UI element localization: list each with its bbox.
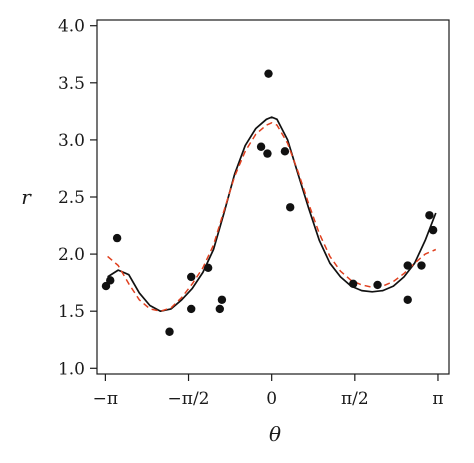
y-tick-label-1: 1.5 bbox=[58, 302, 85, 322]
y-tick-label-0: 1.0 bbox=[58, 359, 85, 379]
data-point-1 bbox=[106, 276, 115, 285]
data-point-19 bbox=[425, 211, 434, 220]
data-point-5 bbox=[187, 272, 196, 282]
data-point-7 bbox=[203, 263, 213, 272]
data-point-8 bbox=[217, 295, 227, 304]
data-point-18 bbox=[417, 261, 426, 270]
data-point-15 bbox=[373, 280, 382, 290]
x-axis-ticks: −π −π/2 0 π/2 π bbox=[93, 374, 444, 409]
x-axis-label: θ bbox=[269, 422, 281, 446]
dashed-fit-line bbox=[107, 122, 437, 312]
y-tick-label-6: 4.0 bbox=[58, 17, 85, 37]
y-tick-label-4: 3.0 bbox=[58, 131, 85, 151]
data-point-17 bbox=[403, 295, 412, 304]
data-point-11 bbox=[264, 69, 273, 78]
y-tick-label-5: 3.5 bbox=[58, 74, 85, 94]
data-point-4 bbox=[165, 327, 174, 336]
y-axis-ticks: 1.0 1.5 2.0 2.5 3.0 3.5 4.0 bbox=[58, 17, 97, 379]
data-point-10 bbox=[263, 149, 272, 158]
data-point-20 bbox=[428, 225, 438, 235]
data-point-9 bbox=[256, 142, 266, 151]
data-point-6 bbox=[187, 304, 196, 314]
data-point-12 bbox=[280, 147, 290, 156]
plot-border bbox=[96, 19, 450, 375]
x-tick-label-1: −π/2 bbox=[168, 389, 210, 409]
solid-fit-line bbox=[107, 116, 437, 313]
data-point-16 bbox=[403, 261, 412, 270]
x-tick-label-2: 0 bbox=[266, 389, 277, 409]
data-point-14 bbox=[348, 279, 358, 288]
x-tick-label-0: −π bbox=[93, 389, 118, 409]
y-tick-label-2: 2.0 bbox=[58, 245, 85, 265]
data-points bbox=[101, 69, 438, 336]
x-tick-label-4: π bbox=[432, 389, 443, 409]
plot-frame bbox=[96, 19, 450, 375]
data-point-2 bbox=[112, 233, 122, 243]
y-tick-label-3: 2.5 bbox=[58, 188, 85, 208]
x-tick-label-3: π/2 bbox=[341, 389, 369, 409]
data-point-3 bbox=[215, 304, 225, 314]
data-point-13 bbox=[286, 203, 295, 212]
y-axis-label: r bbox=[21, 185, 32, 209]
fitted-curves bbox=[107, 116, 437, 313]
